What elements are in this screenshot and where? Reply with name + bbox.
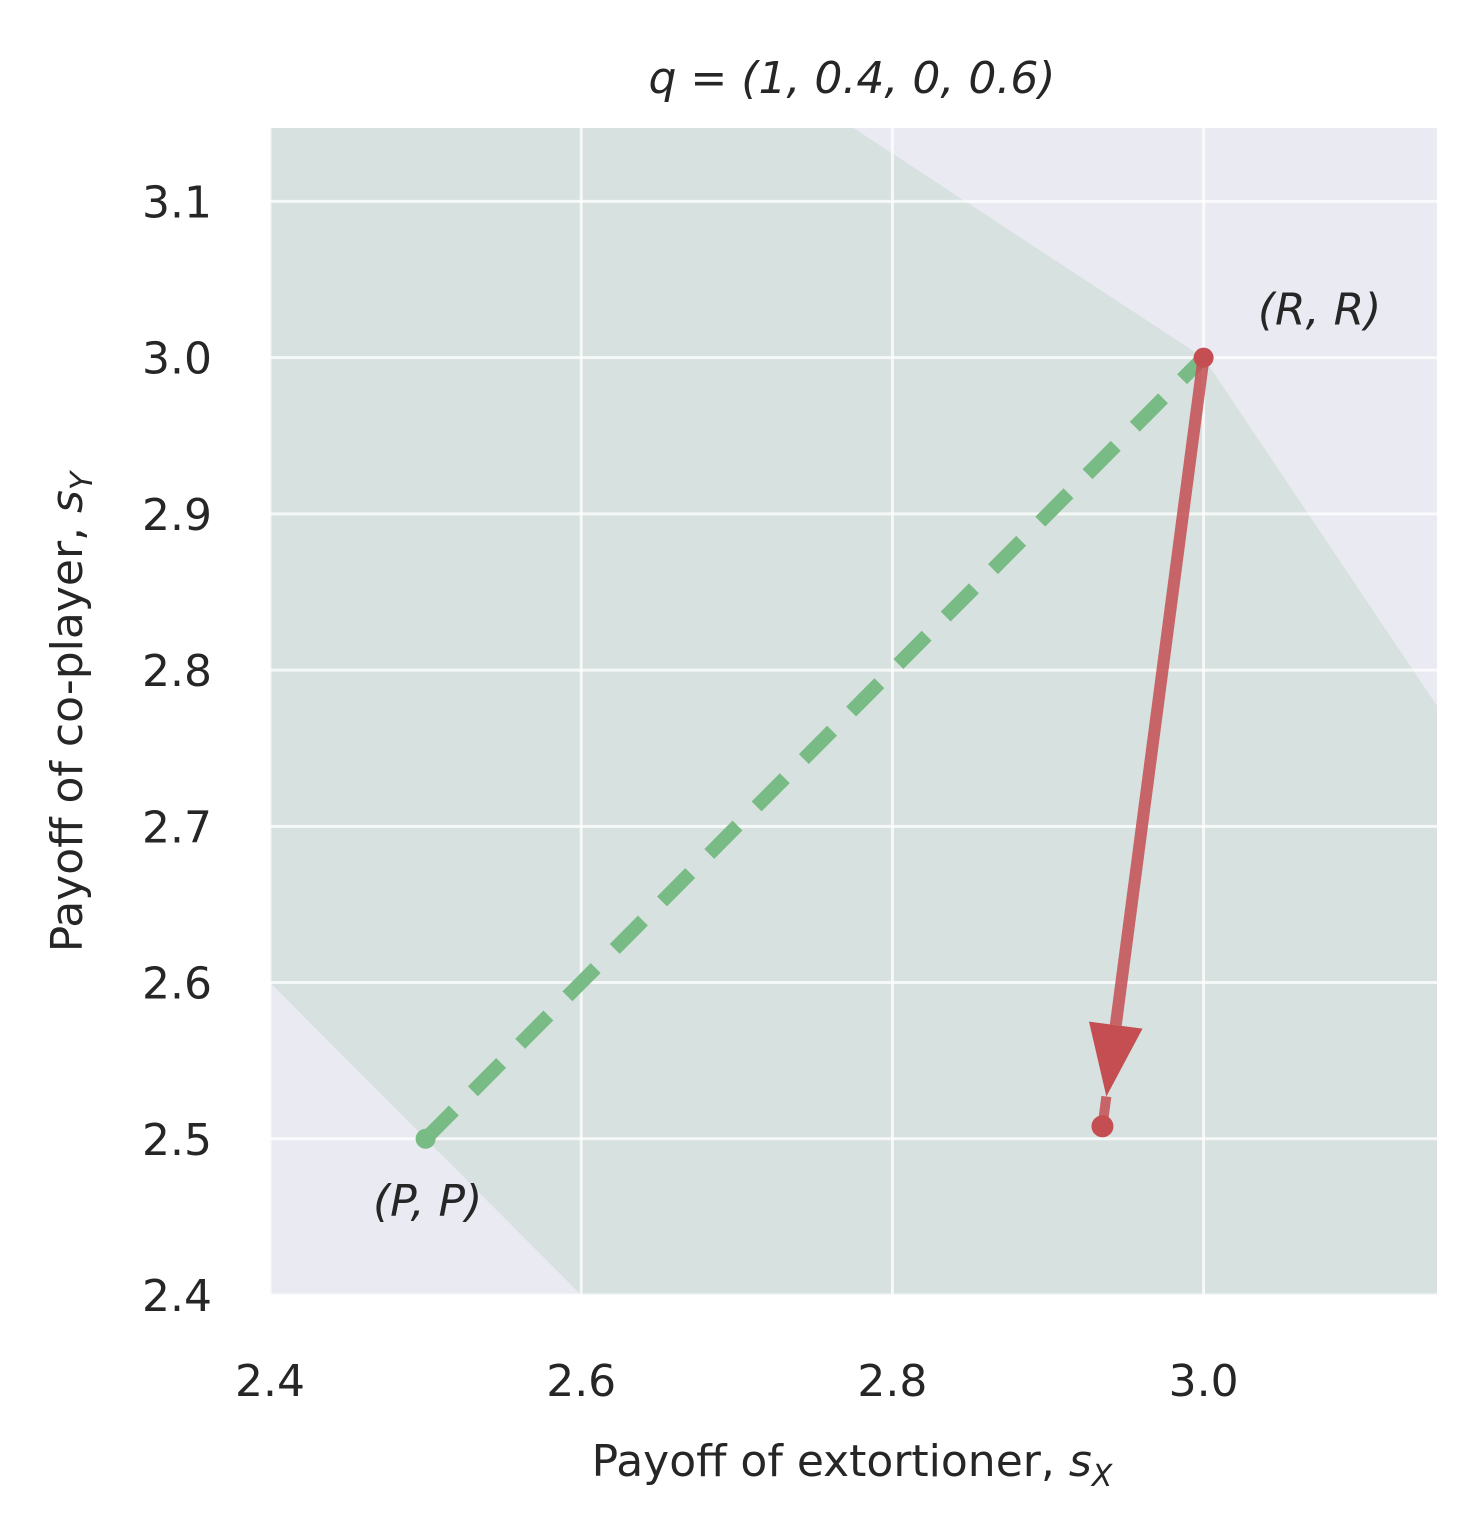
y-tick-label: 2.5 [142, 1115, 212, 1166]
y-tick-label: 2.6 [142, 959, 212, 1010]
y-axis-label: Payoff of co-player, sY [42, 469, 100, 952]
rr-point [1193, 347, 1214, 368]
y-tick-label: 2.9 [142, 490, 212, 541]
x-tick-label: 2.6 [546, 1356, 616, 1407]
arrow-shaft [1109, 356, 1210, 1026]
x-tick-label: 3.0 [1169, 1356, 1239, 1407]
arrow-head [1088, 1021, 1143, 1097]
y-tick-label: 2.7 [142, 802, 212, 853]
pp-point [415, 1128, 436, 1149]
chart-title: q = (1, 0.4, 0, 0.6) [649, 53, 1056, 104]
x-tick-label: 2.4 [235, 1356, 305, 1407]
annotation-rr: (R, R) [1258, 285, 1381, 336]
y-tick-label: 2.8 [142, 646, 212, 697]
x-tick-label: 2.8 [857, 1356, 927, 1407]
y-tick-label: 3.1 [142, 177, 212, 228]
dashed-line [420, 352, 1209, 1144]
x-axis-label: Payoff of extortioner, sX [592, 1436, 1114, 1494]
y-tick-label: 3.0 [142, 334, 212, 385]
annotation-pp: (P, P) [373, 1176, 482, 1227]
y-tick-label: 2.4 [142, 1271, 212, 1322]
arrow-end-point [1091, 1115, 1114, 1138]
